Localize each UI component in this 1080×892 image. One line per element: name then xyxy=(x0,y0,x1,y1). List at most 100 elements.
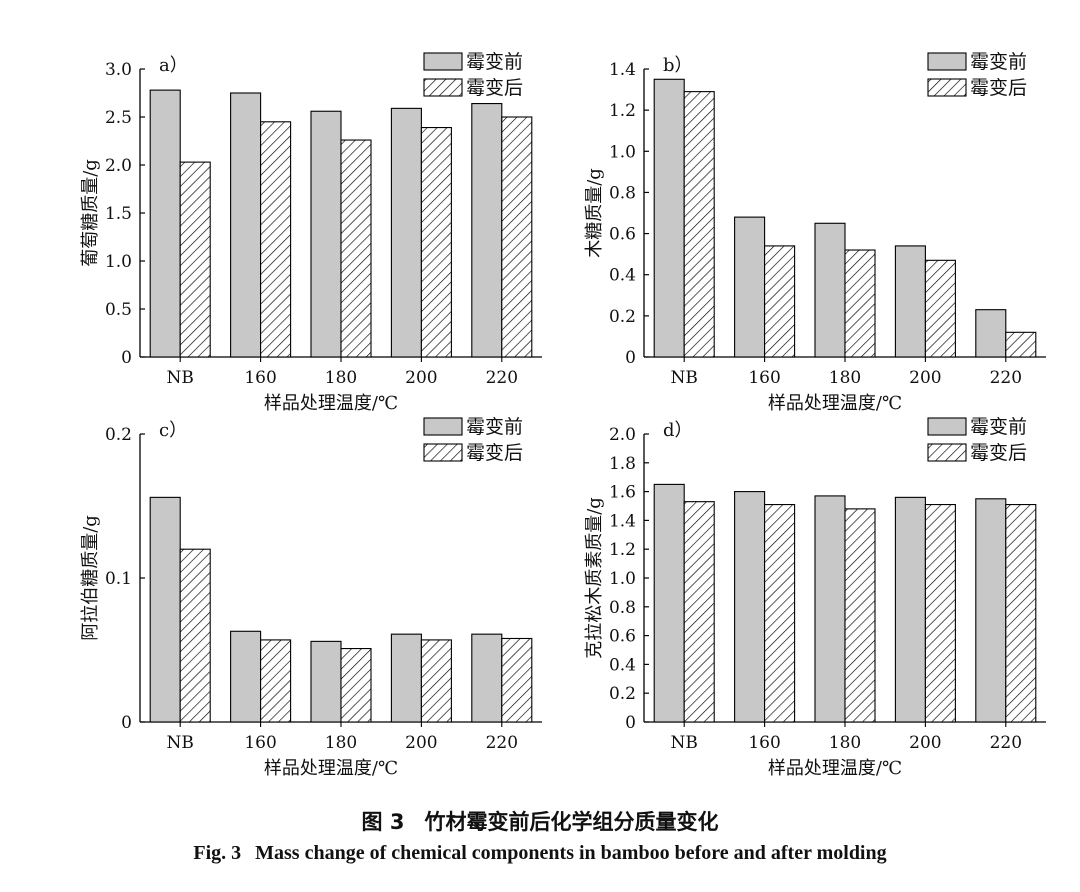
legend-swatch-before xyxy=(927,417,967,436)
bar-after xyxy=(683,91,715,358)
x-axis-label: 样品处理温度/℃ xyxy=(768,393,902,414)
bar-before xyxy=(149,89,181,358)
y-tick-label: 0.8 xyxy=(609,183,636,203)
y-tick-label: 2.0 xyxy=(609,425,636,445)
legend-label-before: 霉变前 xyxy=(466,51,523,73)
legend-swatch-before xyxy=(927,52,967,71)
bar-before xyxy=(230,92,262,358)
bar-before xyxy=(734,491,766,723)
bar-before xyxy=(894,245,926,358)
bar-before xyxy=(975,498,1007,723)
x-axis-label: 样品处理温度/℃ xyxy=(264,393,398,414)
bar-after xyxy=(764,504,796,723)
y-tick-label: 0 xyxy=(625,348,636,368)
x-tick-label: 220 xyxy=(486,733,518,753)
y-tick-label: 1.0 xyxy=(105,252,132,272)
y-tick-label: 0 xyxy=(121,348,132,368)
legend-label-before: 霉变前 xyxy=(970,416,1027,438)
x-tick-label: NB xyxy=(671,733,698,753)
bar-before xyxy=(471,103,503,358)
x-tick-label: NB xyxy=(671,368,698,388)
bar-after xyxy=(340,648,372,723)
legend-swatch-after xyxy=(423,78,463,97)
legend-swatch-before xyxy=(423,52,463,71)
panel-label: b） xyxy=(663,55,693,76)
bar-after xyxy=(260,121,292,358)
x-tick-label: 220 xyxy=(990,368,1022,388)
y-tick-label: 1.4 xyxy=(609,511,636,531)
bar-after xyxy=(844,249,876,358)
bar-before xyxy=(975,309,1007,358)
legend-label-before: 霉变前 xyxy=(466,416,523,438)
figure-caption-en: Fig. 3 Mass change of chemical components… xyxy=(0,842,1080,865)
x-tick-label: 180 xyxy=(325,733,357,753)
x-tick-label: 160 xyxy=(244,368,276,388)
y-tick-label: 2.5 xyxy=(105,108,132,128)
x-tick-label: 200 xyxy=(909,368,941,388)
bar-after xyxy=(1005,331,1037,358)
y-tick-label: 1.0 xyxy=(609,142,636,162)
figure-title-zh: 竹材霉变前后化学组分质量变化 xyxy=(424,810,719,834)
x-tick-label: 200 xyxy=(405,368,437,388)
legend-swatch-after xyxy=(423,443,463,462)
bar-after xyxy=(501,637,533,723)
y-tick-label: 0.2 xyxy=(609,684,636,704)
x-tick-label: 200 xyxy=(909,733,941,753)
x-tick-label: NB xyxy=(167,733,194,753)
panel-label: c） xyxy=(159,420,187,441)
legend-swatch-before xyxy=(423,417,463,436)
y-tick-label: 0.6 xyxy=(609,627,636,647)
y-tick-label: 0 xyxy=(121,713,132,733)
bar-before xyxy=(310,110,342,358)
x-tick-label: 200 xyxy=(405,733,437,753)
legend-swatch-after xyxy=(927,443,967,462)
bar-before xyxy=(653,78,685,358)
bar-after xyxy=(924,504,956,723)
y-tick-label: 1.5 xyxy=(105,204,132,224)
legend-label-after: 霉变后 xyxy=(466,442,523,464)
bar-before xyxy=(310,640,342,723)
y-tick-label: 0.6 xyxy=(609,225,636,245)
x-tick-label: 180 xyxy=(325,368,357,388)
bar-before xyxy=(390,107,422,358)
x-tick-label: 160 xyxy=(244,733,276,753)
y-tick-label: 0.5 xyxy=(105,300,132,320)
legend-label-before: 霉变前 xyxy=(970,51,1027,73)
legend-swatch-after xyxy=(927,78,967,97)
figure-number-zh: 图 3 xyxy=(361,810,405,834)
bar-before xyxy=(149,496,181,723)
figure-number-en: Fig. 3 xyxy=(193,842,242,864)
bar-after xyxy=(844,508,876,723)
bar-before xyxy=(471,633,503,723)
x-tick-label: 220 xyxy=(486,368,518,388)
y-tick-label: 1.8 xyxy=(609,454,636,474)
bar-after xyxy=(1005,504,1037,723)
x-tick-label: 160 xyxy=(748,733,780,753)
y-axis-label: 葡萄糖质量/g xyxy=(80,159,101,267)
panel-label: a） xyxy=(159,55,188,76)
figure-title-en: Mass change of chemical components in ba… xyxy=(255,842,887,864)
y-tick-label: 0 xyxy=(625,713,636,733)
x-axis-label: 样品处理温度/℃ xyxy=(264,758,398,779)
bar-after xyxy=(764,245,796,358)
y-tick-label: 0.2 xyxy=(105,425,132,445)
bar-before xyxy=(390,633,422,723)
y-tick-label: 1.4 xyxy=(609,60,636,80)
y-tick-label: 0.4 xyxy=(609,266,636,286)
chart-panel-3: 0 0.2 0.4 0.6 0.8 1.0 1.2 1.4 1.6 1.8 2.0 NB 160 180 2… xyxy=(584,416,1046,779)
panel-label: d） xyxy=(663,420,693,441)
y-tick-label: 0.1 xyxy=(105,569,132,589)
bar-after xyxy=(501,116,533,358)
chart-panel-0: 0 0.5 1.0 1.5 2.0 2.5 3.0 NB 160 180 200 220 样品处理温度/… xyxy=(80,51,542,414)
x-tick-label: 160 xyxy=(748,368,780,388)
y-tick-label: 1.0 xyxy=(609,569,636,589)
y-axis-label: 木糖质量/g xyxy=(584,168,605,258)
x-axis-label: 样品处理温度/℃ xyxy=(768,758,902,779)
bar-after xyxy=(420,639,452,723)
bar-after xyxy=(420,127,452,358)
chart-panel-2: 0 0.1 0.2 NB 160 180 200 220 样品处理温度/℃ 阿拉伯糖质量/g c） 霉… xyxy=(80,416,542,779)
legend-label-after: 霉变后 xyxy=(970,77,1027,99)
bar-before xyxy=(653,483,685,723)
bar-before xyxy=(230,630,262,723)
